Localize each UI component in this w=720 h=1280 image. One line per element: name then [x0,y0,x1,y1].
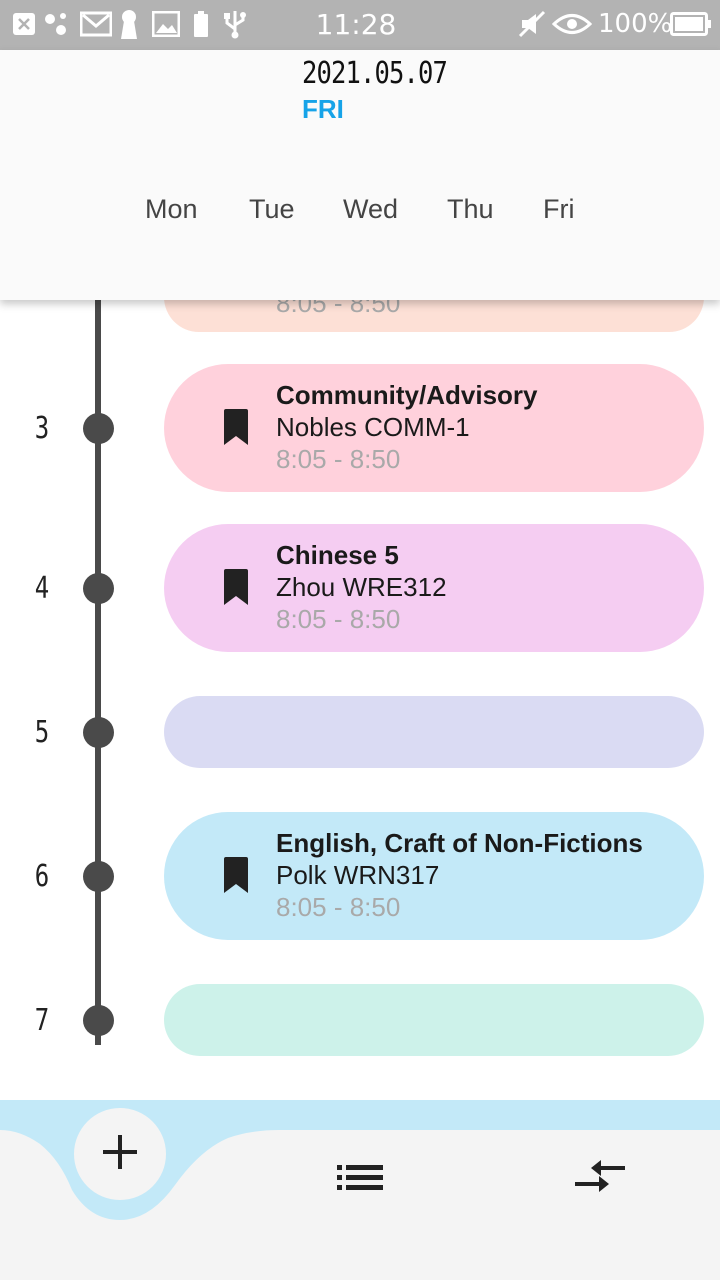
period-card-empty[interactable] [164,984,704,1056]
period-title: Chinese 5 [276,540,399,570]
timeline-dot [83,717,114,748]
period-number: 7 [34,1003,50,1038]
bookmark-icon [222,408,250,446]
plus-icon [100,1132,140,1177]
period-title: Community/Advisory [276,380,538,410]
period-card[interactable]: Chinese 5 Zhou WRE312 8:05 - 8:50 [164,524,704,652]
battery-percent: 100% [598,9,673,39]
keyhole-icon [118,10,140,39]
period-room: Polk WRN317 [276,860,440,890]
bottom-nav-bar [0,1130,720,1280]
usb-icon [222,10,248,39]
list-button[interactable] [332,1152,388,1208]
eye-icon [552,10,592,38]
timeline-dot [83,861,114,892]
timeline-dot [83,1005,114,1036]
period-number: 5 [34,715,50,750]
bookmark-icon [222,568,250,606]
current-weekday: FRI [302,94,344,124]
tab-thu[interactable]: Thu [447,194,494,224]
battery-small-icon [192,10,210,38]
period-number: 6 [34,859,50,894]
period-time: 8:05 - 8:50 [276,892,401,922]
close-box-icon [12,10,36,38]
swap-icon [573,1158,627,1203]
status-time: 11:28 [315,8,397,41]
period-room: Zhou WRE312 [276,572,447,602]
list-icon [336,1163,384,1198]
battery-icon [670,10,712,38]
period-number: 4 [34,571,50,606]
timeline-line [95,300,101,1045]
swap-button[interactable] [572,1152,628,1208]
period-card-empty[interactable] [164,696,704,768]
period-room: Nobles COMM-1 [276,412,470,442]
tab-wed[interactable]: Wed [343,194,399,224]
dots-icon [44,10,74,38]
status-bar: 11:28 100% [0,0,720,50]
image-icon [152,10,180,38]
period-time: 8:05 - 8:50 [276,444,401,474]
timeline-dot [83,413,114,444]
period-title: English, Craft of Non-Fictions [276,828,643,858]
tab-tue[interactable]: Tue [249,194,295,224]
tab-fri[interactable]: Fri [543,194,575,224]
period-card[interactable]: Community/Advisory Nobles COMM-1 8:05 - … [164,364,704,492]
weekday-tabs: Mon Tue Wed Thu Fri [0,194,720,234]
mute-icon [518,10,546,38]
period-number: 3 [34,411,50,446]
tab-mon[interactable]: Mon [145,194,198,224]
period-card[interactable]: English, Craft of Non-Fictions Polk WRN3… [164,812,704,940]
gmail-icon [80,10,112,38]
schedule-header: 2021.05.07 FRI Mon Tue Wed Thu Fri [0,50,720,300]
current-date: 2021.05.07 [302,56,448,91]
bookmark-icon [222,856,250,894]
timeline-dot [83,573,114,604]
period-time: 8:05 - 8:50 [276,604,401,634]
add-button[interactable] [74,1108,166,1200]
